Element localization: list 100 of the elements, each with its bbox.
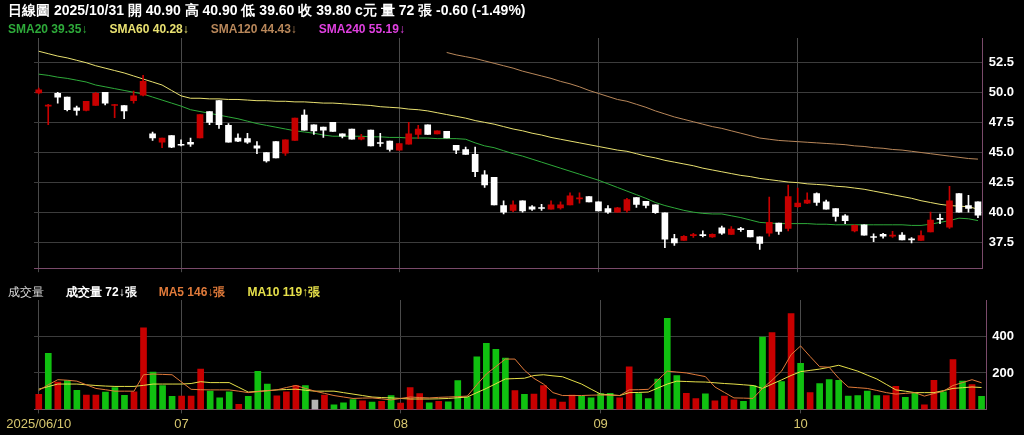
x-tick-label: 08 [393, 415, 408, 431]
bar [625, 366, 633, 410]
bar [102, 391, 109, 410]
bar [978, 395, 985, 410]
bar [283, 391, 290, 410]
bar [644, 398, 652, 410]
bar [359, 400, 366, 410]
candlestick [291, 117, 299, 141]
text: SMA120 44.43↓ [210, 22, 297, 36]
bar [225, 391, 233, 410]
bar [378, 401, 385, 410]
candlestick [395, 143, 403, 151]
bar [702, 393, 709, 410]
bar [197, 368, 204, 410]
bar [463, 396, 471, 410]
bar [263, 383, 271, 410]
bar [64, 380, 71, 410]
bar [683, 393, 690, 410]
bar [654, 378, 662, 410]
bar [83, 394, 90, 410]
bar [216, 397, 224, 410]
bar [159, 385, 166, 410]
y-tick-label: 50.0 [988, 83, 1015, 99]
bar [616, 397, 623, 410]
candlestick [424, 124, 432, 135]
bar [673, 375, 681, 410]
candlestick [585, 196, 593, 203]
bar [740, 401, 747, 410]
bar [321, 394, 328, 410]
bar [435, 401, 443, 410]
bar [244, 396, 252, 410]
text: SMA60 40.28↓ [109, 22, 189, 36]
candlestick [272, 141, 280, 159]
bar [521, 394, 528, 410]
candlestick [196, 114, 204, 139]
legend-label: SMA240 55.19↓ [318, 22, 405, 36]
bar [511, 390, 519, 410]
bar [235, 403, 243, 410]
bar [940, 391, 947, 410]
bar [473, 356, 481, 410]
y-tick-label: 47.5 [988, 113, 1015, 129]
y-tick-label: 40.0 [988, 204, 1015, 220]
bar [178, 395, 185, 410]
x-tick-label: 2025/06/10 [6, 415, 72, 431]
bar [35, 394, 43, 410]
candlestick [955, 193, 963, 213]
bar [340, 402, 347, 410]
bar [778, 381, 785, 410]
bar [559, 401, 566, 410]
bar [759, 336, 766, 410]
candlestick [737, 226, 745, 232]
y-tick-label: 200 [992, 364, 1015, 380]
y-tick-label: 45.0 [988, 144, 1015, 160]
bar [882, 395, 890, 410]
bar [902, 397, 909, 410]
chart-title: 日線圖 2025/10/31 開 40.90 高 40.90 低 39.60 收 39.80 c元 量 72 張 -0.60 (-1.49%) [8, 2, 526, 20]
bar [844, 395, 852, 410]
x-tick-label: 07 [174, 415, 189, 431]
candlestick [376, 132, 384, 147]
y-tick-label: 42.5 [988, 174, 1015, 190]
text: 成交量 72↓張 [66, 284, 137, 301]
bar [540, 385, 547, 410]
candlestick [443, 131, 451, 139]
bar [854, 395, 862, 410]
y-tick-label: 52.5 [988, 53, 1015, 69]
bar [121, 395, 128, 410]
bar [863, 390, 871, 410]
bar [206, 390, 214, 410]
bar [835, 379, 843, 410]
bar [816, 383, 823, 410]
bar [635, 393, 643, 410]
y-tick-label: 37.5 [988, 234, 1015, 250]
bar [578, 396, 585, 410]
bar [140, 327, 147, 410]
text: MA5 146↓張 [158, 284, 226, 301]
bar [721, 395, 728, 410]
bar [797, 362, 804, 410]
candlestick [433, 130, 441, 135]
bar [44, 352, 52, 410]
candlestick [490, 176, 498, 206]
candlestick [357, 134, 365, 141]
bar [425, 402, 433, 410]
x-tick-label: 09 [593, 415, 608, 431]
bar [873, 395, 881, 410]
bar [54, 381, 62, 410]
bar [825, 379, 833, 410]
text: SMA20 39.35↓ [8, 22, 88, 36]
candlestick [348, 128, 356, 140]
candlestick [367, 129, 375, 147]
candlestick [680, 235, 688, 241]
text: MA10 119↑張 [247, 284, 321, 301]
candlestick [860, 224, 868, 236]
bar [502, 357, 509, 410]
bar [959, 380, 966, 410]
candlestick [746, 229, 754, 238]
bar [483, 343, 490, 410]
bar [397, 402, 404, 410]
bar [454, 380, 462, 410]
bar [663, 318, 671, 410]
candlestick [329, 122, 337, 132]
